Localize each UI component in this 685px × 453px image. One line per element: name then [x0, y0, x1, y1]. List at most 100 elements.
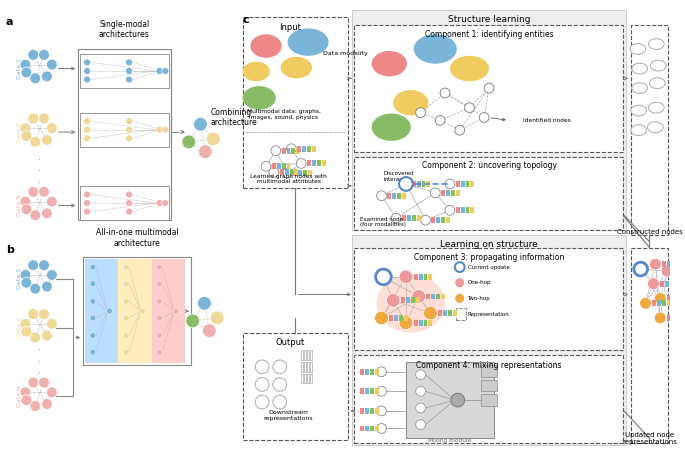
- Circle shape: [30, 136, 40, 147]
- Circle shape: [416, 370, 425, 380]
- Bar: [370, 408, 373, 414]
- Bar: [432, 294, 435, 299]
- Bar: [441, 190, 445, 196]
- Bar: [312, 146, 316, 152]
- Text: Multimodal data: graphs,
images, sound, physics: Multimodal data: graphs, images, sound, …: [247, 109, 321, 120]
- Text: Mixing module: Mixing module: [428, 438, 471, 443]
- Bar: [412, 181, 416, 187]
- Bar: [441, 217, 445, 223]
- Bar: [312, 160, 316, 166]
- Bar: [679, 268, 683, 274]
- Text: Downstream
representations: Downstream representations: [264, 410, 313, 421]
- Bar: [451, 190, 455, 196]
- Text: Discovered
interaction: Discovered interaction: [384, 171, 414, 182]
- Text: One-hop: One-hop: [468, 280, 491, 285]
- Circle shape: [256, 378, 269, 391]
- Circle shape: [451, 393, 464, 407]
- Circle shape: [416, 419, 425, 429]
- Circle shape: [640, 298, 651, 309]
- Bar: [272, 164, 276, 169]
- Text: Component 4: mixing representations: Component 4: mixing representations: [416, 361, 562, 370]
- Circle shape: [206, 132, 220, 146]
- Circle shape: [186, 314, 199, 328]
- Circle shape: [375, 269, 391, 284]
- Circle shape: [123, 281, 129, 287]
- Bar: [299, 170, 302, 176]
- Ellipse shape: [631, 125, 647, 135]
- Circle shape: [375, 311, 388, 325]
- Circle shape: [20, 318, 31, 329]
- Bar: [443, 310, 447, 316]
- Bar: [297, 146, 301, 152]
- Bar: [402, 215, 406, 221]
- Bar: [304, 350, 306, 360]
- Bar: [436, 294, 440, 299]
- Bar: [423, 320, 427, 326]
- FancyBboxPatch shape: [354, 157, 623, 230]
- Circle shape: [21, 67, 32, 78]
- Circle shape: [162, 200, 169, 207]
- Bar: [421, 181, 425, 187]
- Circle shape: [173, 308, 179, 314]
- Text: Single-modal
architectures: Single-modal architectures: [99, 20, 149, 39]
- FancyBboxPatch shape: [631, 247, 668, 443]
- Circle shape: [156, 333, 162, 338]
- Circle shape: [156, 349, 162, 355]
- Bar: [310, 374, 312, 384]
- Circle shape: [38, 113, 49, 124]
- Circle shape: [156, 315, 162, 321]
- Bar: [461, 207, 464, 213]
- Circle shape: [377, 367, 386, 376]
- Circle shape: [156, 67, 163, 74]
- Circle shape: [90, 281, 96, 287]
- Bar: [307, 350, 309, 360]
- Circle shape: [84, 59, 90, 66]
- Bar: [310, 362, 312, 372]
- Circle shape: [416, 386, 425, 396]
- Circle shape: [20, 387, 31, 398]
- Bar: [365, 425, 369, 431]
- Circle shape: [90, 349, 96, 355]
- FancyBboxPatch shape: [83, 257, 190, 365]
- Bar: [286, 164, 290, 169]
- Bar: [456, 308, 466, 320]
- FancyBboxPatch shape: [119, 259, 151, 363]
- Bar: [404, 315, 408, 321]
- Circle shape: [273, 360, 286, 374]
- Circle shape: [156, 299, 162, 304]
- Text: Component 2: uncovering topology: Component 2: uncovering topology: [421, 161, 556, 170]
- Circle shape: [445, 206, 455, 215]
- Bar: [322, 160, 325, 166]
- Bar: [682, 315, 685, 321]
- Bar: [293, 170, 297, 176]
- Text: Updated node
representations: Updated node representations: [622, 432, 677, 445]
- Bar: [286, 148, 290, 154]
- Bar: [675, 281, 679, 287]
- Bar: [446, 217, 450, 223]
- Bar: [360, 369, 364, 375]
- Bar: [310, 350, 312, 360]
- Bar: [456, 207, 460, 213]
- Circle shape: [47, 123, 58, 134]
- Ellipse shape: [372, 51, 407, 77]
- Circle shape: [84, 208, 90, 215]
- Circle shape: [399, 316, 413, 330]
- Bar: [285, 169, 288, 175]
- Circle shape: [269, 167, 279, 177]
- Circle shape: [125, 118, 132, 125]
- FancyBboxPatch shape: [85, 259, 119, 363]
- Circle shape: [271, 146, 281, 155]
- Text: Component 1: identifying entities: Component 1: identifying entities: [425, 30, 553, 39]
- Bar: [482, 365, 497, 376]
- Circle shape: [30, 210, 40, 221]
- Ellipse shape: [377, 274, 445, 333]
- FancyBboxPatch shape: [354, 355, 623, 443]
- Bar: [412, 215, 416, 221]
- Bar: [662, 261, 666, 267]
- Circle shape: [156, 264, 162, 270]
- Bar: [672, 295, 676, 301]
- Circle shape: [47, 59, 58, 70]
- Ellipse shape: [242, 86, 276, 110]
- Text: Learned graph nodes with
multimodal attributes: Learned graph nodes with multimodal attr…: [250, 173, 327, 184]
- Bar: [427, 181, 430, 187]
